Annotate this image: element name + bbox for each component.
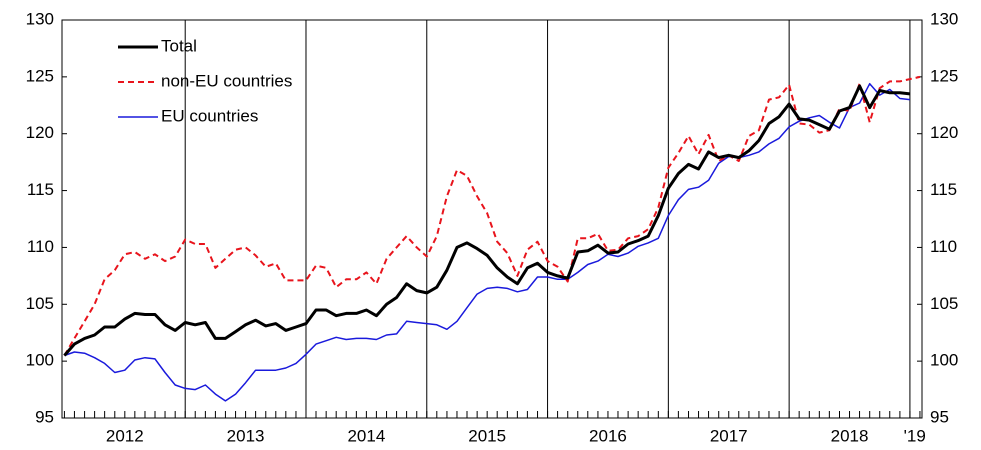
y-tick-label: 120 [26,123,54,142]
y-tick-label: 95 [35,407,54,426]
x-tick-label: 2014 [347,426,385,445]
y-tick-label: 130 [26,9,54,28]
y-tick-label: 100 [26,351,54,370]
plot-frame [61,19,923,419]
legend-label: Total [161,36,197,55]
y2-tick-label: 125 [930,66,958,85]
x-tick-label: 2016 [589,426,627,445]
y-tick-label: 105 [26,294,54,313]
y2-tick-label: 120 [930,123,958,142]
y2-tick-label: 95 [930,407,949,426]
legend-label: EU countries [161,106,258,125]
x-tick-label: 2017 [710,426,748,445]
y2-tick-label: 105 [930,294,958,313]
series-line [63,75,921,357]
y-tick-label: 110 [27,237,54,256]
y-tick-label: 115 [27,180,54,199]
series-line [63,84,911,357]
x-tick-label: 2015 [468,426,506,445]
x-tick-label: 2013 [227,426,265,445]
y2-tick-label: 115 [930,180,957,199]
y2-tick-label: 130 [930,9,958,28]
legend-label: non-EU countries [161,71,292,90]
x-tick-label: 2012 [106,426,144,445]
x-tick-label: '19 [904,426,926,445]
y2-tick-label: 110 [930,237,957,256]
y2-tick-label: 100 [930,351,958,370]
x-tick-label: 2018 [831,426,869,445]
series-line [64,82,910,402]
y-tick-label: 125 [26,66,54,85]
